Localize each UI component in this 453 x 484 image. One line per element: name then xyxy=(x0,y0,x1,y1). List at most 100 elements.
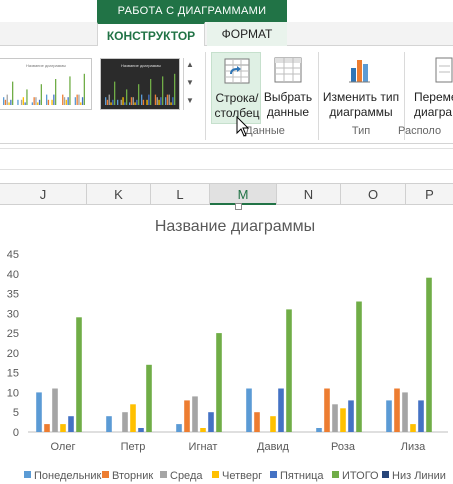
thumb-bar xyxy=(67,97,69,105)
bar-6-1[interactable] xyxy=(76,317,82,432)
bar-2-3[interactable] xyxy=(184,400,190,432)
thumb-bar xyxy=(158,99,160,105)
bar-2-5[interactable] xyxy=(324,388,330,433)
thumb-bar xyxy=(55,79,57,105)
bar-4-2[interactable] xyxy=(130,404,136,432)
y-tick-label: 30 xyxy=(7,308,19,320)
bar-4-4[interactable] xyxy=(270,416,276,432)
switch-row-column-label-2: столбец xyxy=(214,106,260,120)
bar-3-5[interactable] xyxy=(332,404,338,432)
thumb-bar xyxy=(141,94,143,105)
column-header-p[interactable]: P xyxy=(406,183,453,205)
x-tick-label: Роза xyxy=(331,441,356,453)
chart-title[interactable]: Название диаграммы xyxy=(154,218,316,235)
bar-3-2[interactable] xyxy=(122,412,128,432)
column-header-k[interactable]: K xyxy=(87,183,150,205)
bar-5-6[interactable] xyxy=(418,400,424,432)
bar-1-1[interactable] xyxy=(36,392,42,432)
bar-6-3[interactable] xyxy=(216,333,222,432)
thumb-bar xyxy=(22,97,24,105)
gallery-up-arrow-icon[interactable]: ▲ xyxy=(186,60,194,69)
bar-4-6[interactable] xyxy=(410,424,416,432)
thumb-bar xyxy=(105,97,107,105)
legend-item[interactable]: ИТОГО xyxy=(332,466,379,484)
tab-design[interactable]: КОНСТРУКТОР xyxy=(97,22,205,47)
bar-2-4[interactable] xyxy=(254,412,260,432)
bar-6-6[interactable] xyxy=(426,277,432,432)
move-chart-button[interactable]: Переме диагра xyxy=(410,52,453,124)
change-chart-type-label-1: Изменить тип xyxy=(322,90,400,104)
column-header-n[interactable]: N xyxy=(277,183,340,205)
thumb-bar xyxy=(142,99,145,105)
chart-legend[interactable]: Понедельник Вторник Среда Четверг Пятница ИТО… xyxy=(24,466,453,482)
bar-5-3[interactable] xyxy=(208,412,214,432)
legend-item[interactable]: Понедельник xyxy=(24,466,101,484)
legend-item[interactable]: Низ Линии xyxy=(382,466,446,484)
column-header-o[interactable]: O xyxy=(341,183,405,205)
move-chart-icon xyxy=(435,57,453,83)
column-header-m[interactable]: M xyxy=(210,183,276,205)
bar-4-1[interactable] xyxy=(60,424,66,432)
thumb-bar xyxy=(108,94,110,105)
legend-item[interactable]: Среда xyxy=(160,466,202,484)
select-data-label-2: данные xyxy=(266,105,310,119)
thumb-bar xyxy=(74,97,76,105)
select-data-icon xyxy=(274,57,302,83)
column-divider xyxy=(340,183,341,205)
bar-3-6[interactable] xyxy=(402,392,408,432)
gallery-more-icon[interactable]: ▼ xyxy=(186,96,194,105)
thumb-bar xyxy=(37,102,39,105)
thumb-bar xyxy=(31,102,33,105)
legend-item[interactable]: Пятница xyxy=(270,466,324,484)
column-header-l[interactable]: L xyxy=(151,183,209,205)
x-tick-label: Игнат xyxy=(189,441,218,453)
y-tick-label: 10 xyxy=(7,387,19,399)
chart-plot-area[interactable]: 0 5 10 15 20 25 30 35 40 45 Олег Петр Игнат Давид Роза… xyxy=(0,240,453,460)
legend-swatch xyxy=(270,471,277,479)
ribbon-separator xyxy=(318,52,319,140)
chart-resize-handle[interactable] xyxy=(235,203,242,210)
tab-format[interactable]: ФОРМАТ xyxy=(207,22,287,47)
ribbon-separator xyxy=(205,52,206,140)
bar-6-2[interactable] xyxy=(146,364,152,432)
bar-1-2[interactable] xyxy=(106,416,112,432)
chart-style-thumb-1[interactable]: Название диаграммы xyxy=(0,58,92,110)
thumb-bar xyxy=(24,102,26,105)
bar-3-3[interactable] xyxy=(192,396,198,432)
formula-bar[interactable] xyxy=(0,148,453,170)
bar-4-3[interactable] xyxy=(200,428,206,432)
thumb-bar xyxy=(33,97,35,105)
thumb-bar xyxy=(63,97,66,105)
bar-1-5[interactable] xyxy=(316,428,322,432)
bar-6-5[interactable] xyxy=(356,301,362,433)
switch-row-column-label-1: Строка/ xyxy=(215,91,259,105)
y-tick-label: 25 xyxy=(7,328,19,340)
bar-3-1[interactable] xyxy=(52,388,58,433)
bar-5-2[interactable] xyxy=(138,428,144,432)
column-header-j[interactable]: J xyxy=(0,183,86,205)
bar-5-1[interactable] xyxy=(68,416,74,432)
chart-thumb-dark-preview-icon: Название диаграммы xyxy=(105,63,176,105)
thumb-bar xyxy=(12,81,14,105)
bar-2-6[interactable] xyxy=(394,388,400,433)
legend-item[interactable]: Четверг xyxy=(212,466,262,484)
bar-2-1[interactable] xyxy=(44,424,50,432)
thumb-bar xyxy=(150,79,152,105)
bar-5-5[interactable] xyxy=(348,400,354,432)
thumb-bar xyxy=(35,97,37,105)
thumb-bar xyxy=(120,99,122,105)
thumb-bar xyxy=(78,94,80,105)
thumb-bar xyxy=(4,99,7,105)
bar-1-4[interactable] xyxy=(246,388,252,433)
legend-item[interactable]: Вторник xyxy=(102,466,153,484)
bar-1-3[interactable] xyxy=(176,424,182,432)
select-data-button[interactable]: Выбрать данные xyxy=(262,52,314,124)
bar-1-6[interactable] xyxy=(386,400,392,432)
gallery-down-arrow-icon[interactable]: ▼ xyxy=(186,78,194,87)
chart-style-thumb-2[interactable]: Название диаграммы xyxy=(100,58,180,110)
switch-row-column-button[interactable]: Строка/ столбец xyxy=(211,52,261,124)
bar-6-4[interactable] xyxy=(286,309,292,432)
bar-5-4[interactable] xyxy=(278,388,284,433)
bar-4-5[interactable] xyxy=(340,408,346,432)
change-chart-type-button[interactable]: Изменить тип диаграммы xyxy=(320,52,402,124)
